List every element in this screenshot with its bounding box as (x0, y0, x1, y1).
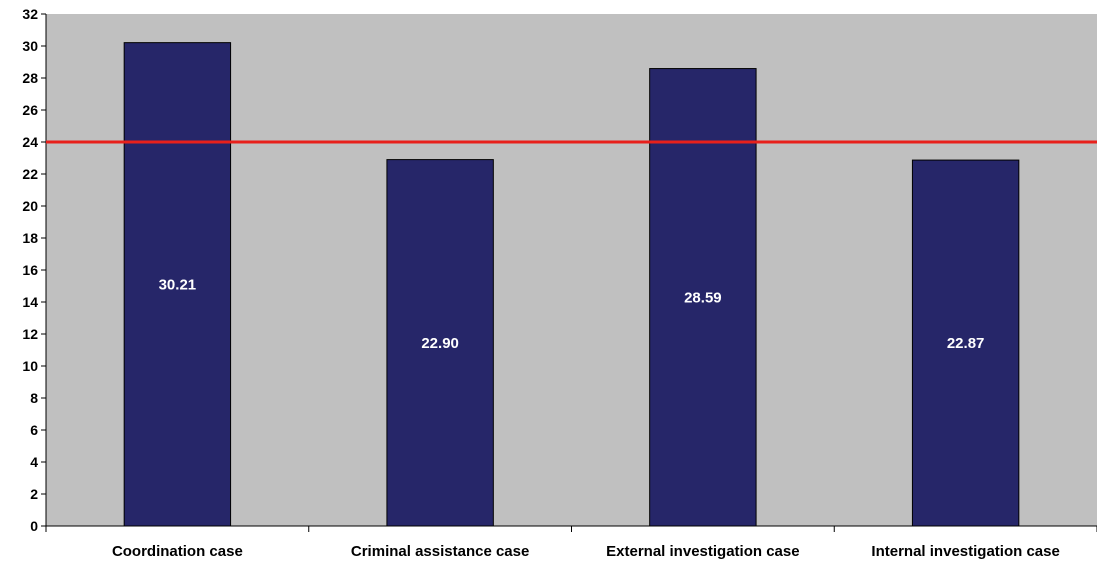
bar-data-label: 22.90 (421, 335, 459, 352)
bar (386, 159, 494, 527)
x-category-label: Internal investigation case (871, 543, 1059, 560)
y-tick-label: 0 (30, 518, 38, 534)
y-tick-label: 10 (22, 358, 38, 374)
y-tick-label: 8 (30, 390, 38, 406)
y-tick-label: 6 (30, 422, 38, 438)
bar (123, 42, 232, 527)
bar-data-label: 28.59 (684, 289, 722, 306)
y-tick-label: 18 (22, 230, 38, 246)
y-tick-label: 28 (22, 70, 38, 86)
bars (123, 42, 1020, 527)
y-tick-label: 4 (30, 454, 38, 470)
bar-data-label: 30.21 (159, 276, 197, 293)
y-tick-label: 2 (30, 486, 38, 502)
y-tick-label: 26 (22, 102, 38, 118)
x-category-label: Coordination case (112, 543, 243, 560)
y-tick-label: 14 (22, 294, 38, 310)
y-tick-label: 20 (22, 198, 38, 214)
bar (911, 159, 1020, 527)
bar-data-label: 22.87 (947, 335, 985, 352)
y-tick-label: 30 (22, 38, 38, 54)
y-tick-label: 32 (22, 6, 38, 22)
y-tick-label: 24 (22, 134, 38, 150)
x-axis: Coordination case Criminal assistance cas… (45, 525, 1097, 560)
data-labels: 30.21 22.90 28.59 22.87 (159, 276, 985, 352)
y-tick-label: 22 (22, 166, 38, 182)
y-tick-label: 16 (22, 262, 38, 278)
x-category-label: External investigation case (606, 543, 799, 560)
bar (649, 68, 757, 527)
y-tick-label: 12 (22, 326, 38, 342)
x-category-label: Criminal assistance case (351, 543, 529, 560)
